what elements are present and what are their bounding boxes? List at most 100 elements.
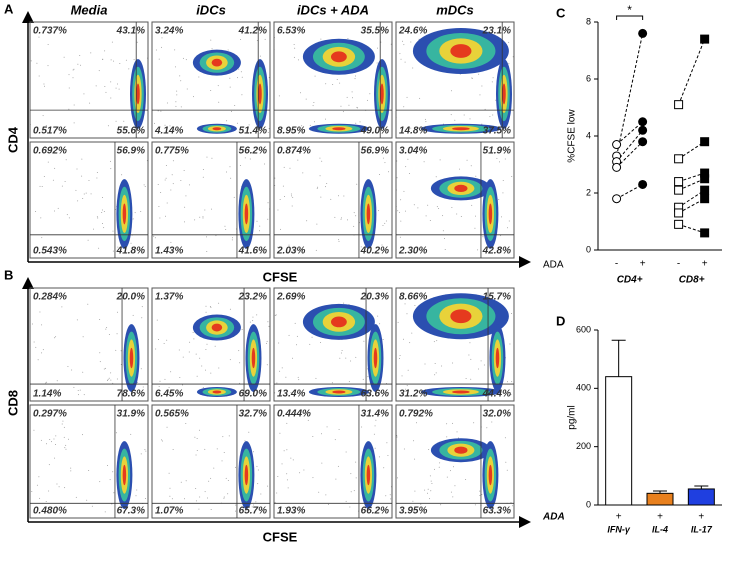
event-dot (99, 352, 101, 354)
event-dot (399, 236, 401, 238)
event-dot (417, 207, 419, 209)
event-dot (298, 379, 300, 381)
event-dot (218, 101, 220, 103)
event-dot (102, 58, 104, 60)
event-dot (279, 370, 281, 372)
event-dot (166, 102, 168, 104)
quadrant-lr: 55.6% (117, 126, 145, 137)
event-dot (410, 41, 412, 43)
event-dot (170, 189, 172, 191)
event-dot (315, 249, 317, 251)
event-dot (123, 120, 125, 122)
event-dot (109, 479, 111, 481)
event-dot (199, 357, 201, 359)
event-dot (164, 378, 166, 380)
density-core (122, 464, 127, 486)
event-dot (182, 384, 184, 386)
event-dot (54, 167, 56, 169)
event-dot (115, 432, 117, 434)
event-dot (194, 219, 196, 221)
quadrant-ll: 1.07% (155, 506, 183, 517)
event-dot (246, 130, 248, 132)
event-dot (96, 216, 98, 218)
event-dot (334, 216, 336, 218)
plot-frame (151, 404, 271, 519)
event-dot (38, 476, 40, 478)
event-dot (362, 378, 364, 380)
plot-frame (273, 141, 393, 259)
x-axis-label: ADA (543, 260, 564, 271)
x-tick-label: + (702, 259, 708, 270)
event-dot (65, 159, 67, 161)
event-dot (313, 102, 315, 104)
event-dot (39, 311, 41, 313)
event-dot (111, 503, 113, 505)
event-dot (492, 114, 494, 116)
event-dot (292, 357, 294, 359)
event-dot (165, 177, 167, 179)
event-dot (99, 481, 101, 483)
event-dot (202, 168, 204, 170)
event-dot (278, 342, 280, 344)
plot-frame (395, 287, 515, 402)
event-dot (76, 319, 78, 321)
event-dot (347, 38, 349, 40)
event-dot (369, 93, 371, 95)
event-dot (184, 498, 186, 500)
event-dot (375, 419, 377, 421)
event-dot (473, 422, 475, 424)
event-dot (101, 222, 103, 224)
event-dot (286, 473, 288, 475)
event-dot (115, 349, 117, 351)
event-dot (130, 433, 132, 435)
event-dot (468, 354, 470, 356)
point (674, 177, 684, 187)
event-dot (165, 215, 167, 217)
event-dot (420, 503, 422, 505)
event-dot (440, 504, 442, 506)
event-dot (412, 67, 414, 69)
event-dot (387, 455, 389, 457)
event-dot (340, 105, 342, 107)
event-dot (111, 41, 113, 43)
event-dot (463, 114, 465, 116)
event-dot (81, 175, 83, 177)
event-dot (103, 210, 105, 212)
event-dot (73, 104, 75, 106)
event-dot (512, 56, 514, 58)
quadrant-ul: 0.297% (33, 409, 67, 420)
event-dot (505, 461, 507, 463)
event-dot (201, 365, 203, 367)
row-mark: + (698, 512, 704, 523)
plot-frame (395, 21, 515, 139)
event-dot (175, 101, 177, 103)
event-dot (286, 479, 288, 481)
event-dot (288, 244, 290, 246)
event-dot (145, 450, 147, 452)
plot-content (153, 37, 270, 134)
event-dot (196, 449, 198, 451)
event-dot (338, 239, 340, 241)
event-dot (267, 321, 269, 323)
event-dot (72, 77, 74, 79)
column-header: Media (71, 2, 108, 17)
event-dot (62, 420, 64, 422)
event-dot (125, 59, 127, 61)
event-dot (469, 342, 471, 344)
event-dot (397, 210, 399, 212)
event-dot (424, 118, 426, 120)
event-dot (446, 476, 448, 478)
event-dot (166, 426, 168, 428)
event-dot (82, 336, 84, 338)
event-dot (496, 157, 498, 159)
event-dot (196, 375, 198, 377)
event-dot (208, 480, 210, 482)
event-dot (226, 171, 228, 173)
quadrant-ll: 31.2% (399, 389, 427, 400)
plot-frame (29, 404, 149, 519)
event-dot (132, 314, 134, 316)
event-dot (233, 196, 235, 198)
flow-plot: 0.444% 31.4% 1.93% 66.2% (273, 404, 393, 519)
event-dot (229, 77, 231, 79)
event-dot (140, 368, 142, 370)
